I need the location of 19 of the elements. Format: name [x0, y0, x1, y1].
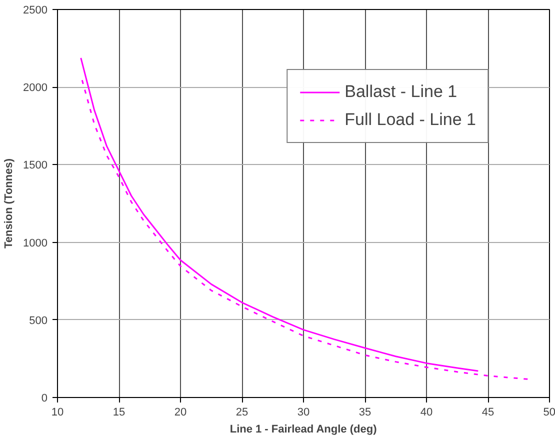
- x-tick-label: 35: [358, 406, 372, 418]
- x-tick-label: 25: [236, 406, 248, 418]
- y-tick-label: 500: [29, 314, 48, 327]
- x-tick-label: 20: [174, 406, 187, 418]
- legend-label: Ballast - Line 1: [344, 82, 458, 102]
- x-axis-title: Line 1 - Fairlead Angle (deg): [230, 424, 378, 436]
- x-tick-label: 40: [420, 406, 433, 418]
- legend-label: Full Load - Line 1: [344, 110, 476, 130]
- y-axis-title: Tension (Tonnes): [3, 158, 16, 249]
- y-tick-label: 2000: [23, 82, 48, 94]
- x-tick-label: 30: [297, 406, 310, 418]
- x-tick-label: 50: [543, 406, 555, 418]
- y-tick-label: 1000: [23, 237, 48, 250]
- y-tick-label: 2500: [23, 4, 48, 16]
- y-tick-label: 0: [41, 392, 48, 404]
- x-tick-label: 10: [51, 406, 64, 418]
- y-tick-label: 1500: [23, 160, 48, 172]
- x-tick-label: 45: [482, 406, 494, 418]
- x-tick-label: 15: [112, 406, 126, 418]
